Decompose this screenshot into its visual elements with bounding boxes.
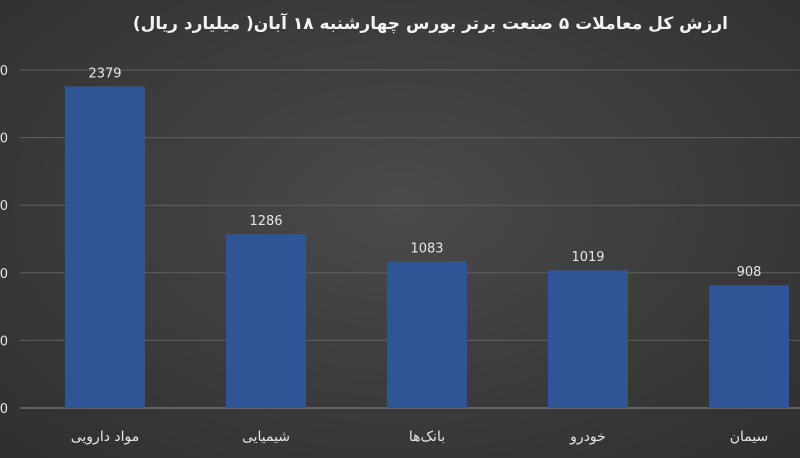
category-label: مواد دارویی — [71, 429, 140, 445]
y-tick-label: 1500 — [0, 199, 8, 214]
category-label: سیمان — [730, 429, 769, 445]
y-tick-label: 1000 — [0, 267, 8, 282]
bar-value-label: 908 — [737, 265, 762, 280]
bar — [387, 261, 467, 408]
y-tick-label: 500 — [0, 334, 8, 349]
category-label: بانک‌ها — [409, 429, 445, 445]
bar — [65, 86, 145, 409]
bars — [65, 86, 789, 409]
chart-title: ارزش کل معاملات ۵ صنعت برتر بورس چهارشنب… — [132, 14, 728, 34]
category-label: خودرو — [569, 429, 606, 445]
bar-value-label: 1286 — [249, 214, 282, 229]
bar — [226, 234, 306, 408]
y-tick-label: 2500 — [0, 64, 8, 79]
y-tick-label: 2000 — [0, 132, 8, 147]
category-label: شیمیایی — [242, 429, 290, 445]
bar-value-label: 2379 — [88, 66, 121, 81]
bar — [709, 285, 789, 408]
bar — [548, 270, 628, 408]
bar-value-label: 1019 — [571, 250, 604, 265]
bar-value-label: 1083 — [410, 242, 443, 257]
labels: 0 500 1000 1500 2000 2500 2379 مواد دارویی 1286 ش… — [0, 64, 768, 445]
y-tick-label: 0 — [0, 402, 8, 417]
